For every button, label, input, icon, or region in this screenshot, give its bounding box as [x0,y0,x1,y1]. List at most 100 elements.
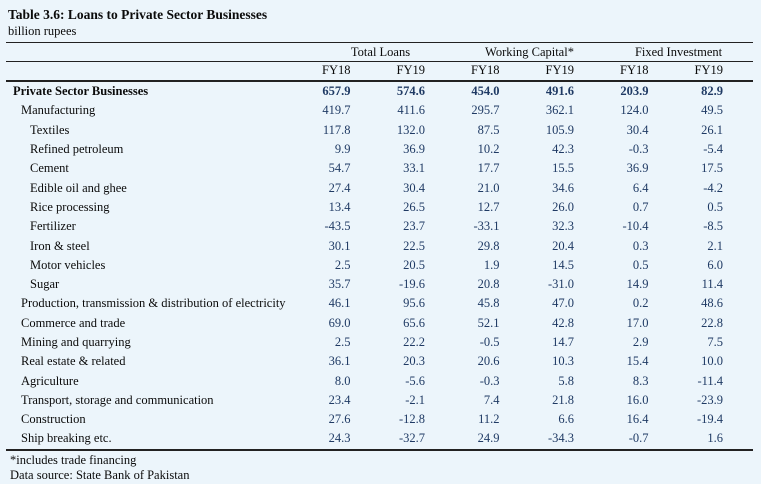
value-cell: 2.5 [334,257,351,272]
row-label: Mining and quarrying [21,335,131,349]
value-cell: 30.1 [328,238,351,253]
value-cell: 6.6 [558,412,575,427]
value-cell: 0.2 [632,296,649,311]
table-row: Cement 54.7 33.1 17.7 15.5 36.9 17.5 [6,159,753,178]
table-row: Iron & steel 30.1 22.5 29.8 20.4 0.3 2.1 [6,236,753,255]
value-cell: 35.7 [328,277,351,292]
row-label: Private Sector Businesses [13,84,149,99]
value-cell: -12.8 [398,412,425,427]
value-cell: 10.0 [701,354,724,369]
table-row: Motor vehicles 2.5 20.5 1.9 14.5 0.5 6.0 [6,256,753,275]
footnote-data-source: Data source: State Bank of Pakistan [10,468,190,483]
loans-table: Total Loans Working Capital* Fixed Inves… [6,42,754,451]
value-cell: -33.1 [473,219,500,234]
value-cell: 16.0 [626,392,649,407]
table-row: Mining and quarrying 2.5 22.2 -0.5 14.7 2.9 7.… [6,333,753,352]
year-header: FY19 [529,61,605,82]
value-cell: -5.6 [405,373,425,388]
table-row: Ship breaking etc. 24.3 -32.7 24.9 -34.3 -0.7… [6,429,754,451]
year-header: FY18 [455,61,530,82]
value-cell: 0.7 [632,199,649,214]
table-title: Table 3.6: Loans to Private Sector Busin… [8,7,268,22]
value-cell: 30.4 [626,122,649,137]
value-cell: 14.5 [552,257,575,272]
value-cell: -23.9 [696,392,724,407]
row-label: Transport, storage and communication [21,392,214,407]
value-cell: 17.0 [626,315,649,330]
row-label: Refined petroleum [30,142,124,157]
value-cell: 7.4 [483,392,500,407]
value-cell: 29.8 [477,238,500,253]
value-cell: 36.9 [626,161,649,176]
value-cell: 7.5 [707,335,724,349]
value-cell: 6.0 [707,257,724,272]
value-cell: 17.7 [477,161,500,176]
value-cell: 26.0 [552,199,575,214]
table-row: Agriculture 8.0 -5.6 -0.3 5.8 8.3 -11.4 [6,371,753,390]
row-label: Edible oil and ghee [30,180,127,195]
value-cell: 34.6 [552,180,575,195]
row-label: Rice processing [30,199,110,214]
value-cell: 0.3 [632,238,649,253]
value-cell: -34.3 [529,429,605,451]
value-cell: 36.9 [403,142,425,157]
value-cell: -5.4 [703,142,724,157]
column-group-total-loans: Total Loans [306,42,455,62]
value-cell: 20.6 [477,354,500,369]
value-cell: 17.5 [701,161,724,176]
value-cell: 45.8 [477,296,500,311]
row-label: Manufacturing [21,103,96,118]
year-header: FY18 [604,61,679,82]
value-cell: 117.8 [322,122,351,137]
row-label: Fertilizer [30,219,76,234]
value-cell: 95.6 [403,296,425,311]
value-cell: 132.0 [396,122,425,137]
value-cell: 48.6 [701,296,724,311]
value-cell: 14.9 [626,277,649,292]
value-cell: 27.6 [328,412,351,427]
row-label: Real estate & related [21,354,126,369]
table-row: Rice processing 13.4 26.5 12.7 26.0 0.7 0.5 [6,198,753,217]
value-cell: 42.3 [552,142,575,157]
year-header: FY19 [678,61,754,82]
value-cell: 47.0 [552,296,575,311]
value-cell: 9.9 [334,142,351,157]
value-cell: 24.9 [455,429,530,451]
value-cell: 69.0 [328,315,351,330]
table-row: Edible oil and ghee 27.4 30.4 21.0 34.6 6.4 -4… [6,178,753,197]
value-cell: 21.8 [552,392,575,407]
value-cell: -4.2 [703,180,724,195]
value-cell: 491.6 [545,84,575,99]
value-cell: 30.4 [403,180,425,195]
table-row: Production, transmission & distribution … [6,294,753,313]
row-label: Sugar [30,277,60,292]
value-cell: 105.9 [545,122,575,137]
value-cell: 22.2 [403,335,425,349]
row-label: Iron & steel [30,238,90,253]
value-cell: 33.1 [403,161,425,176]
table-footnotes: *includes trade financing Data source: S… [6,451,753,484]
value-cell: -10.4 [622,219,649,234]
table-row: Sugar 35.7 -19.6 20.8 -31.0 14.9 11.4 [6,275,753,294]
value-cell: 21.0 [477,180,500,195]
table-row: Transport, storage and communication 23.4… [6,391,753,410]
table-row: Commerce and trade 69.0 65.6 52.1 42.8 17.0 22… [6,314,753,333]
value-cell: 22.5 [403,238,425,253]
table-unit-label: billion rupees [8,24,77,38]
value-cell: 23.4 [328,392,351,407]
row-label: Textiles [30,122,70,137]
value-cell: 20.4 [552,238,575,253]
footnote-trade-financing: *includes trade financing [10,452,137,467]
value-cell: 15.5 [552,161,575,176]
table-row: Construction 27.6 -12.8 11.2 6.6 16.4 -19.4 [6,410,753,429]
table-row: Textiles 117.8 132.0 87.5 105.9 30.4 26.1 [6,121,753,140]
row-label: Construction [21,412,86,427]
value-cell: 87.5 [477,122,500,137]
value-cell: 49.5 [701,103,724,118]
value-cell: 419.7 [322,103,351,118]
value-cell: 12.7 [477,199,500,214]
value-cell: 657.9 [322,84,351,99]
value-cell: 5.8 [558,373,575,388]
value-cell: 11.4 [701,277,724,292]
